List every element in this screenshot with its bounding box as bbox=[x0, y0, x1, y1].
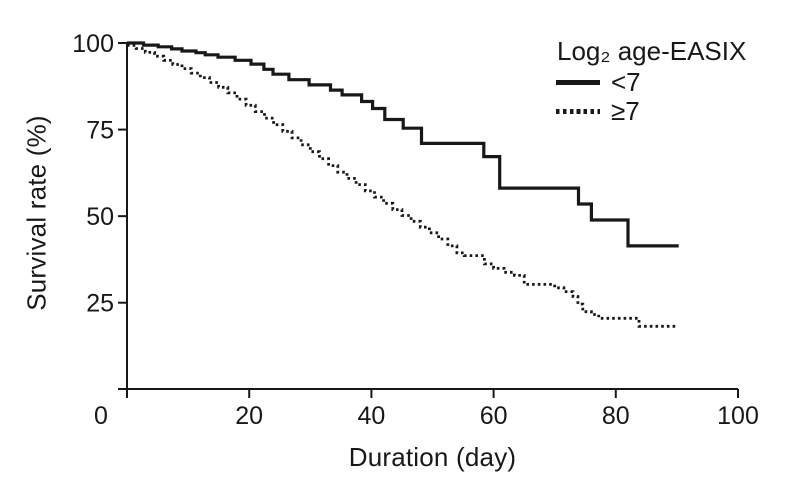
y-tick-label: 75 bbox=[86, 117, 114, 145]
x-tick-label: 0 bbox=[94, 402, 108, 430]
x-tick-label: 60 bbox=[480, 402, 508, 430]
x-tick-label: 40 bbox=[357, 402, 385, 430]
legend-entry-ge7: ≥7 bbox=[556, 96, 746, 126]
x-tick-label: 80 bbox=[602, 402, 630, 430]
chart-legend: Log₂ age-EASIX <7 ≥7 bbox=[556, 36, 747, 126]
legend-label-ge7: ≥7 bbox=[611, 96, 640, 126]
solid-line-sample-icon bbox=[556, 80, 600, 85]
curve-lt7-line bbox=[127, 41, 679, 248]
curve-ge7-line bbox=[127, 44, 677, 328]
y-tick-label: 50 bbox=[86, 203, 114, 231]
x-tick-label: 20 bbox=[235, 402, 263, 430]
y-axis-title: Survival rate (%) bbox=[21, 115, 52, 311]
legend-title: Log₂ age-EASIX bbox=[557, 36, 747, 66]
y-tick-label: 100 bbox=[72, 30, 114, 58]
legend-entry-lt7: <7 bbox=[556, 67, 746, 97]
legend-label-lt7: <7 bbox=[611, 67, 641, 97]
x-tick-label: 100 bbox=[717, 402, 759, 430]
y-tick-label: 25 bbox=[86, 290, 114, 318]
x-axis-title: Duration (day) bbox=[348, 442, 517, 472]
dotted-line-sample-icon bbox=[556, 109, 600, 114]
